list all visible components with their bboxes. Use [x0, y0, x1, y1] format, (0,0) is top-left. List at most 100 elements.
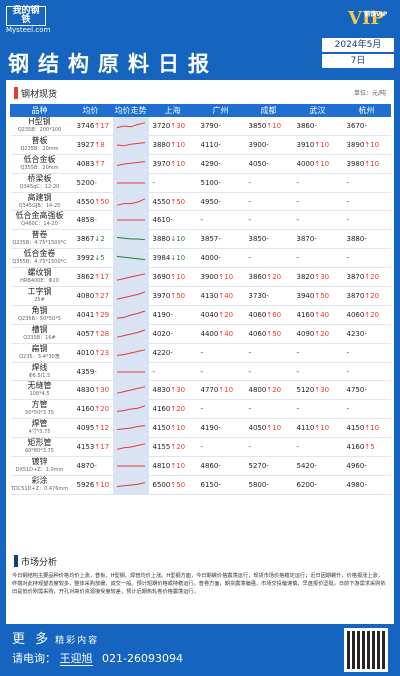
date-box: 2024年5月 7日 [322, 38, 394, 68]
city-price-cell: 4160↑5 [342, 437, 391, 458]
city-price-cell: 3730- [244, 286, 293, 306]
city-price-cell: - [342, 173, 391, 193]
mysteel-logo: 我的钢铁 Mysteel.com [6, 6, 51, 34]
section-heading-spot: 钢材现货 [14, 86, 57, 100]
city-price-cell: - [292, 343, 343, 363]
column-header: 武汉 [292, 104, 343, 117]
table-row: 彩涂 TDC51D+Z：0.476mm 5926↑10 6500↑50 6150- 580… [10, 475, 391, 495]
table-row: 低合金高强板 Q460C：14-20 4858- 4610- - - - - [10, 210, 391, 231]
city-price-cell: 4050↑10 [244, 418, 293, 439]
table-row: 方管 50*50*3.75 4160↑20 4160↑20- - - - [10, 399, 391, 420]
city-price-cell: 6150- [196, 475, 245, 495]
city-price-cell: 4155↑20 [148, 437, 197, 458]
table-row: 低合金卷 Q355B：4.75*1500*C 3992↓5 3984↓10 4000- -… [10, 248, 391, 269]
table-row: 槽钢 Q235B：16# 4057↑28 4020- 4400↑40 4060↑50 409… [10, 324, 391, 344]
city-price-cell: 4110- [196, 135, 245, 155]
trend-line [116, 405, 145, 413]
city-price-cell: 3980↑10 [342, 154, 391, 174]
average-price-cell: 4160↑20 [68, 399, 113, 420]
price-trend-sparkline [112, 229, 149, 250]
average-price-cell: 3927↑8 [68, 135, 113, 155]
table-row: 矩形管 60*80*3.75 4153↑17 4155↑20- - -4160↑5 [10, 437, 391, 458]
city-price-cell: 3870- [292, 229, 343, 250]
table-row: 普卷 Q235B：4.75*1500*C 3867↓2 3880↓10 3857- 385… [10, 229, 391, 250]
city-price-cell: - [196, 399, 245, 420]
city-price-cell: 4750- [342, 380, 391, 401]
average-price-cell: 3867↓2 [68, 229, 113, 250]
column-header: 成都 [244, 104, 293, 117]
table-row: 工字钢 25# 4080↑27 3970↑50 4130↑40 3730- 3940↑50 3… [10, 286, 391, 306]
city-price-cell: - [196, 362, 245, 382]
city-price-cell: 4980- [342, 475, 391, 495]
price-trend-sparkline [112, 248, 149, 269]
price-trend-sparkline [112, 437, 149, 458]
city-price-cell: - [196, 210, 245, 231]
date-day: 7日 [322, 54, 394, 68]
city-price-cell: 4190- [148, 305, 197, 325]
product-name-cell: 低合金板 Q355B：20mm [10, 154, 69, 174]
average-price-cell: 4153↑17 [68, 437, 113, 458]
city-price-cell: 5420- [292, 456, 343, 476]
city-price-cell: - [292, 210, 343, 231]
city-price-cell: 4160↑20 [148, 399, 197, 420]
city-price-cell: 3880↓10 [148, 229, 197, 250]
price-trend-sparkline [112, 343, 149, 363]
analysis-text: 今日钢结构主要品种价格均价上涨，普板、H型钢、焊管均价上涨。H型钢方面，今日期螺… [12, 573, 386, 595]
city-price-cell: 5270- [244, 456, 293, 476]
city-price-cell: - [148, 362, 197, 382]
city-price-cell: 4050- [244, 154, 293, 174]
average-price-cell: 3992↓5 [68, 248, 113, 269]
product-name-cell: 方管 50*50*3.75 [10, 399, 69, 420]
city-price-cell: 4550↑50 [148, 192, 197, 212]
product-name-cell: 矩形管 60*80*3.75 [10, 437, 69, 458]
city-price-cell: 3910↑10 [292, 135, 343, 155]
column-header: 上海 [148, 104, 197, 117]
product-name-cell: 普板 Q235B：20mm [10, 135, 69, 155]
contact-phone[interactable]: 021-26093094 [102, 652, 183, 665]
city-price-cell: - [342, 248, 391, 269]
table-row: 扁钢 Q235：3-4*30宽 4010↑23 4220- - - - - [10, 343, 391, 363]
section-heading-analysis: 市场分析 [14, 554, 57, 568]
city-price-cell: - [342, 210, 391, 231]
table-row: 角钢 Q235B：50*50*5 4041↑29 4190- 4040↑20 4060↑6… [10, 305, 391, 325]
city-price-cell: 3860↑20 [244, 267, 293, 288]
city-price-cell: 4110↑10 [292, 418, 343, 439]
trend-line [116, 329, 145, 338]
city-price-cell: 5100- [196, 173, 245, 193]
market-analysis: 市场分析 今日钢结构主要品种价格均价上涨，普板、H型钢、焊管均价上涨。H型钢方面… [6, 550, 394, 624]
city-price-cell: 3860- [292, 116, 343, 136]
contact-info: 请电询： 王迎旭 021-26093094 [12, 652, 183, 666]
price-trend-sparkline [112, 456, 149, 476]
table-row: 普板 Q235B：20mm 3927↑8 3880↑10 4110- 3900- 3910↑… [10, 135, 391, 155]
city-price-cell: - [244, 343, 293, 363]
average-price-cell: 4095↑12 [68, 418, 113, 439]
product-name-cell: 槽钢 Q235B：16# [10, 324, 69, 344]
city-price-cell: 3890↑10 [342, 135, 391, 155]
spot-price-panel: 钢材现货 单位：元/吨 品种 均价 均价走势 上海 广州 成都 武汉 杭州 H型钢 Q235B：… [6, 80, 394, 550]
city-price-cell: 3984↓10 [148, 248, 197, 269]
product-name-cell: 彩涂 TDC51D+Z：0.476mm [10, 475, 69, 495]
city-price-cell: - [244, 399, 293, 420]
city-price-cell: 6200- [292, 475, 343, 495]
city-price-cell: 5800- [244, 475, 293, 495]
city-price-cell: 4230- [342, 324, 391, 344]
city-price-cell: 3880↑10 [148, 135, 197, 155]
qr-code-icon[interactable] [344, 628, 388, 672]
city-price-cell: 4150↑10 [342, 418, 391, 439]
average-price-cell: 4010↑23 [68, 343, 113, 363]
city-price-cell: 4130↑40 [196, 286, 245, 306]
price-trend-sparkline [112, 324, 149, 344]
city-price-cell: 3850- [244, 229, 293, 250]
city-price-cell: 3857- [196, 229, 245, 250]
city-price-cell: - [292, 437, 343, 458]
city-price-cell: 6500↑50 [148, 475, 197, 495]
trend-line [116, 386, 145, 395]
table-row: 低合金板 Q355B：20mm 4083↑7 3970↑10 4290- 4050- 400… [10, 154, 391, 174]
price-trend-sparkline [112, 475, 149, 495]
trend-line [116, 310, 145, 319]
trend-line [116, 160, 145, 166]
city-price-cell: 4190- [196, 418, 245, 439]
product-name-cell: 扁钢 Q235：3-4*30宽 [10, 343, 69, 363]
city-price-cell: 4060↑20 [342, 305, 391, 325]
product-name-cell: 桥梁板 Q345qC：12-20 [10, 173, 69, 193]
